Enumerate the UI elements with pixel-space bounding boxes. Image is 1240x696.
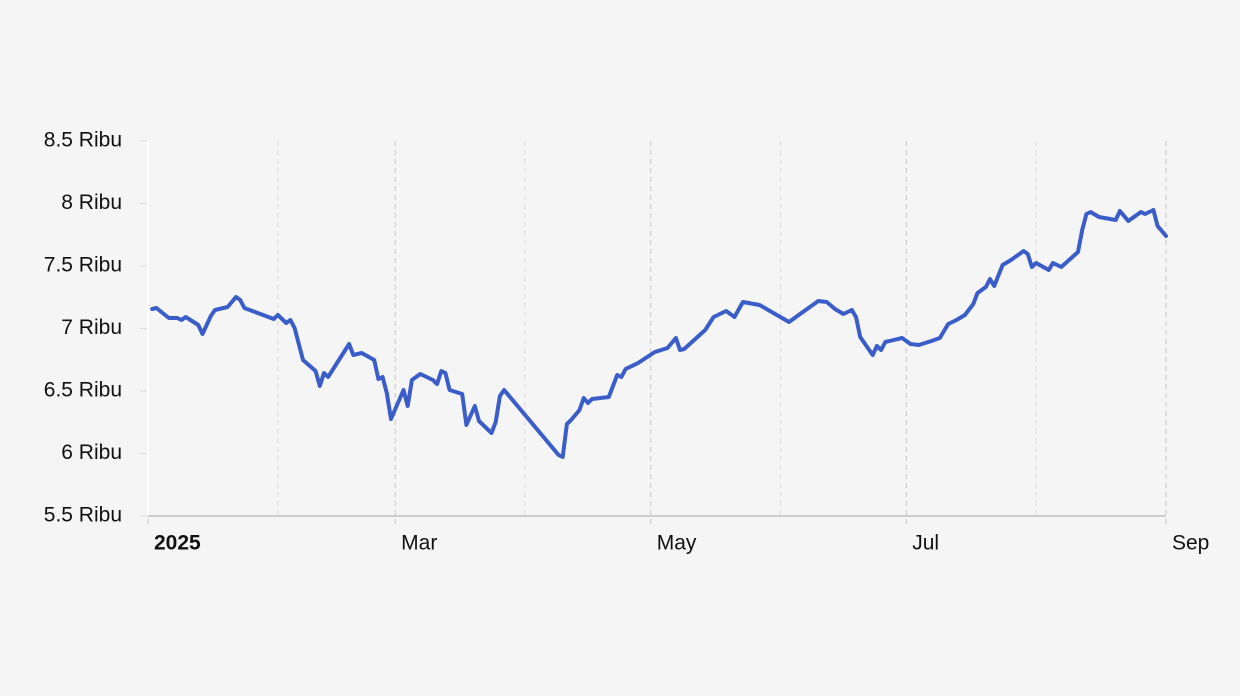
y-tick-label: 6.5 Ribu xyxy=(44,379,122,402)
y-tick-label: 8 Ribu xyxy=(61,191,122,214)
x-tick-label: Mar xyxy=(401,532,437,555)
y-tick-label: 7 Ribu xyxy=(61,316,122,339)
y-tick-label: 6 Ribu xyxy=(61,441,122,464)
y-tick-label: 5.5 Ribu xyxy=(44,504,122,527)
x-tick-label: 2025 xyxy=(154,532,201,555)
x-tick-label: May xyxy=(657,532,697,555)
x-tick-label: Sep xyxy=(1172,532,1209,555)
y-tick-label: 8.5 Ribu xyxy=(44,129,122,152)
y-tick-label: 7.5 Ribu xyxy=(44,254,122,277)
x-tick-label: Jul xyxy=(912,532,939,555)
price-line xyxy=(150,208,1168,459)
